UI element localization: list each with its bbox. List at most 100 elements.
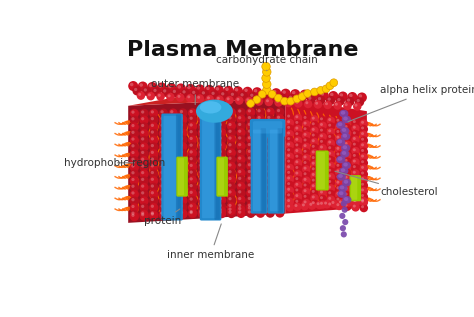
Circle shape bbox=[228, 130, 232, 133]
Circle shape bbox=[320, 151, 323, 154]
Circle shape bbox=[273, 90, 276, 94]
Circle shape bbox=[302, 177, 310, 185]
Circle shape bbox=[141, 213, 144, 216]
Circle shape bbox=[284, 99, 292, 107]
Circle shape bbox=[142, 87, 151, 96]
Circle shape bbox=[130, 156, 139, 165]
Circle shape bbox=[248, 92, 258, 101]
Circle shape bbox=[248, 109, 251, 113]
Circle shape bbox=[219, 110, 222, 113]
Circle shape bbox=[188, 169, 197, 178]
Circle shape bbox=[294, 165, 302, 173]
Circle shape bbox=[246, 205, 255, 214]
Circle shape bbox=[188, 208, 197, 217]
Circle shape bbox=[328, 146, 331, 149]
Circle shape bbox=[199, 197, 202, 201]
Circle shape bbox=[294, 198, 302, 207]
Circle shape bbox=[257, 204, 261, 207]
Circle shape bbox=[227, 209, 236, 218]
Circle shape bbox=[180, 137, 183, 140]
Circle shape bbox=[198, 135, 207, 144]
Circle shape bbox=[327, 150, 335, 159]
Circle shape bbox=[295, 171, 298, 175]
Polygon shape bbox=[128, 92, 367, 111]
Circle shape bbox=[176, 83, 186, 94]
Circle shape bbox=[166, 83, 176, 93]
Circle shape bbox=[237, 141, 246, 151]
Ellipse shape bbox=[341, 144, 350, 152]
Circle shape bbox=[310, 121, 319, 129]
Circle shape bbox=[330, 93, 334, 96]
Circle shape bbox=[161, 198, 164, 201]
Circle shape bbox=[335, 134, 343, 143]
Circle shape bbox=[278, 94, 287, 103]
Circle shape bbox=[335, 140, 343, 148]
Circle shape bbox=[294, 136, 302, 145]
FancyBboxPatch shape bbox=[351, 177, 357, 200]
Circle shape bbox=[190, 197, 193, 201]
Circle shape bbox=[131, 214, 135, 217]
Circle shape bbox=[180, 211, 183, 214]
Circle shape bbox=[131, 211, 135, 215]
Circle shape bbox=[149, 169, 158, 178]
Circle shape bbox=[159, 115, 168, 125]
Circle shape bbox=[237, 155, 246, 164]
Circle shape bbox=[137, 91, 145, 100]
Circle shape bbox=[360, 204, 368, 212]
Circle shape bbox=[286, 147, 294, 155]
Circle shape bbox=[158, 94, 161, 97]
Circle shape bbox=[217, 155, 226, 164]
Circle shape bbox=[151, 137, 154, 140]
Circle shape bbox=[254, 89, 257, 93]
Circle shape bbox=[295, 189, 298, 191]
Circle shape bbox=[265, 202, 275, 211]
Circle shape bbox=[248, 210, 251, 214]
Circle shape bbox=[360, 176, 368, 184]
Circle shape bbox=[320, 162, 323, 165]
Circle shape bbox=[199, 211, 202, 214]
Circle shape bbox=[298, 93, 306, 100]
Circle shape bbox=[312, 201, 315, 204]
Circle shape bbox=[190, 137, 193, 140]
Circle shape bbox=[131, 117, 135, 120]
Circle shape bbox=[219, 204, 222, 207]
Circle shape bbox=[353, 159, 356, 163]
Circle shape bbox=[207, 142, 217, 151]
Circle shape bbox=[159, 196, 168, 205]
Circle shape bbox=[151, 184, 154, 188]
Circle shape bbox=[130, 136, 139, 145]
Circle shape bbox=[228, 163, 232, 167]
Circle shape bbox=[265, 195, 275, 204]
Circle shape bbox=[227, 148, 236, 158]
Circle shape bbox=[198, 142, 207, 151]
Circle shape bbox=[361, 160, 364, 163]
Circle shape bbox=[219, 137, 222, 140]
Circle shape bbox=[275, 181, 284, 191]
Circle shape bbox=[159, 210, 168, 219]
Circle shape bbox=[187, 86, 191, 89]
Circle shape bbox=[207, 115, 217, 124]
Circle shape bbox=[324, 101, 332, 109]
Circle shape bbox=[248, 116, 251, 119]
Circle shape bbox=[207, 128, 217, 138]
Circle shape bbox=[361, 155, 364, 158]
Circle shape bbox=[361, 177, 364, 180]
Circle shape bbox=[302, 120, 310, 129]
Circle shape bbox=[338, 92, 348, 101]
FancyBboxPatch shape bbox=[161, 113, 183, 221]
Circle shape bbox=[151, 204, 154, 208]
Circle shape bbox=[327, 156, 335, 165]
Circle shape bbox=[328, 129, 331, 132]
Circle shape bbox=[277, 203, 280, 206]
Circle shape bbox=[337, 197, 339, 201]
FancyBboxPatch shape bbox=[216, 157, 228, 197]
Circle shape bbox=[227, 182, 236, 191]
Circle shape bbox=[256, 155, 265, 164]
Circle shape bbox=[244, 88, 248, 92]
Circle shape bbox=[319, 195, 327, 203]
Circle shape bbox=[170, 178, 173, 181]
Circle shape bbox=[277, 109, 280, 112]
Circle shape bbox=[139, 115, 149, 125]
Circle shape bbox=[302, 148, 310, 157]
Circle shape bbox=[159, 122, 168, 131]
